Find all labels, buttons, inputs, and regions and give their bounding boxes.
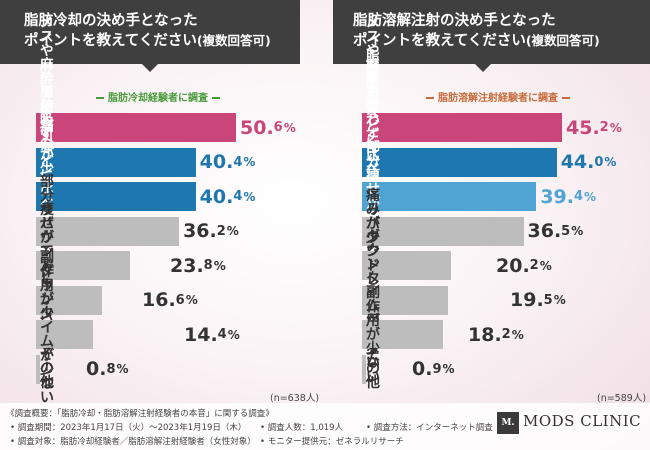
right-bar-value: 19. 5% bbox=[510, 289, 566, 311]
right-bar-label: 副作用が少ない bbox=[366, 286, 380, 385]
right-bar-value: 39. 4% bbox=[540, 185, 597, 208]
left-bar-value: 40. 4% bbox=[199, 151, 256, 173]
survey-footer: 《調査概要：「脂肪冷却・脂肪溶解注射経験者の本音」に関する調査》 • 調査期間：… bbox=[0, 403, 650, 450]
footer-target: • 調査対象：脂肪冷却経験者／脂肪溶解注射経験者（女性対象） bbox=[10, 437, 256, 447]
right-bar bbox=[362, 147, 557, 177]
right-header-pointer bbox=[474, 63, 492, 72]
footer-period: • 調査期間：2023年1月17日（火）～2023年1月19日（木） bbox=[10, 423, 247, 433]
left-bar bbox=[36, 251, 131, 280]
left-bar bbox=[36, 147, 196, 177]
left-title-line1: 脂肪冷却の決め手となった bbox=[24, 13, 198, 29]
right-bar bbox=[362, 251, 452, 280]
left-bar bbox=[36, 285, 102, 315]
footer-method: • 調査方法：インターネット調査 bbox=[366, 423, 493, 433]
clinic-logo-text: MODS CLINIC bbox=[523, 412, 642, 430]
right-header: 脂肪溶解注射の決め手となった ポイントを教えてください(複数回答可) bbox=[333, 0, 650, 64]
clinic-logo-mark: M. bbox=[497, 412, 519, 434]
left-bar bbox=[36, 182, 196, 211]
right-bar bbox=[362, 216, 524, 246]
left-header: 脂肪冷却の決め手となった ポイントを教えてください(複数回答可) bbox=[0, 0, 300, 64]
left-bar bbox=[36, 320, 93, 349]
right-bar bbox=[362, 182, 537, 211]
right-bar-value: 20. 2% bbox=[496, 254, 552, 277]
right-title-line2: ポイントを教えてください(複数回答可) bbox=[353, 33, 600, 49]
left-title-line2: ポイントを教えてください(複数回答可) bbox=[24, 33, 271, 49]
right-bar-label: その他 bbox=[366, 347, 380, 391]
left-bar-value: 16. 6% bbox=[142, 289, 198, 311]
left-bar bbox=[36, 113, 236, 142]
left-header-pointer bbox=[141, 63, 159, 72]
right-bar bbox=[362, 354, 366, 384]
left-bar-chart: メスや麻酔を 使わずに施術ができる50.6%痛みが少ない40.4%脂肪吸引などに… bbox=[36, 16, 326, 406]
left-bar-label: ダウンタイムが少ない bbox=[40, 265, 54, 406]
left-bar-label: その他 bbox=[40, 347, 54, 391]
right-bar bbox=[362, 113, 562, 142]
left-bar-value: 50. 6% bbox=[240, 116, 296, 139]
left-bar-value: 0. 8% bbox=[86, 358, 129, 380]
right-bar bbox=[362, 320, 443, 349]
left-bar-value: 23. 8% bbox=[170, 254, 226, 277]
left-bar bbox=[36, 354, 40, 384]
right-bar-chart: メスや麻酔を 使わずに施術ができる45.2%脂肪吸引などに比べ 抵抗感が少ない4… bbox=[362, 16, 647, 393]
left-bar-value: 14. 4% bbox=[184, 323, 240, 346]
right-bar-value: 45. 2% bbox=[566, 116, 622, 139]
right-bar-value: 0. 9% bbox=[412, 358, 455, 380]
left-sample-size: (n=638人) bbox=[270, 393, 320, 404]
right-title-line1: 脂肪溶解注射の決め手となった bbox=[353, 13, 556, 29]
right-panel-label: 脂肪溶解注射経験者に調査 bbox=[422, 89, 574, 104]
right-bar bbox=[362, 285, 449, 315]
left-panel-label: 脂肪冷却経験者に調査 bbox=[92, 89, 224, 104]
left-bar bbox=[36, 216, 180, 246]
left-bar-value: 40. 4% bbox=[199, 185, 256, 208]
footer-overview: 《調査概要：「脂肪冷却・脂肪溶解注射経験者の本音」に関する調査》 bbox=[6, 409, 274, 419]
right-sample-size: (n=589人) bbox=[597, 393, 647, 404]
left-bar-value: 36. 2% bbox=[183, 220, 239, 242]
right-bar-value: 44. 0% bbox=[560, 151, 617, 173]
right-bar-value: 36. 5% bbox=[527, 220, 584, 242]
footer-count: • 調査人数：1,019人 bbox=[260, 423, 344, 433]
footer-provider: • モニター提供元：ゼネラルリサーチ bbox=[260, 437, 404, 447]
right-bar-value: 18. 2% bbox=[468, 323, 524, 346]
